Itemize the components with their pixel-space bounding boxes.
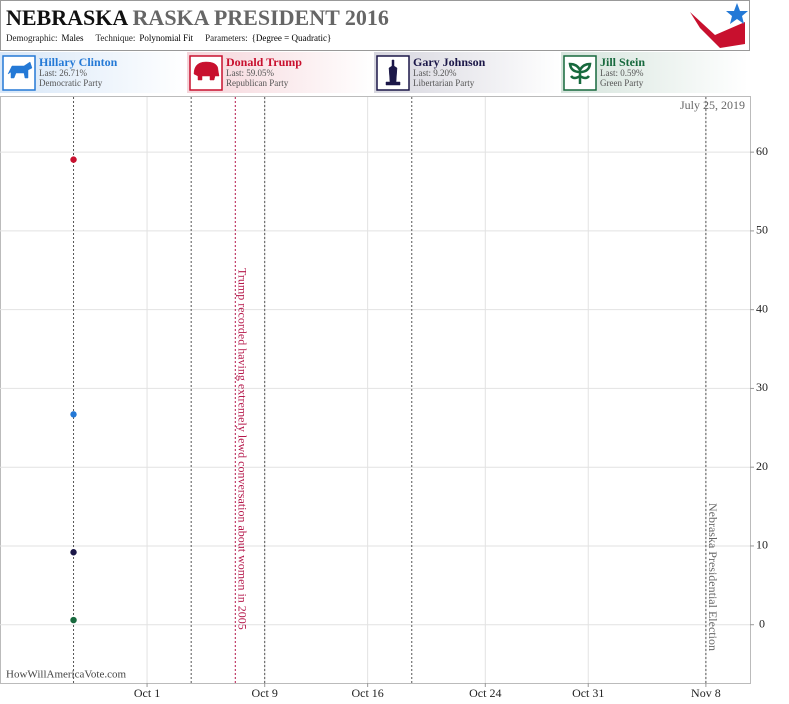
plot-frame: [0, 96, 751, 684]
candidate-name: Jill Stein: [600, 55, 645, 69]
subtitle-label: Technique:: [95, 33, 135, 43]
data-point: [70, 411, 77, 418]
y-tick-label: 30: [756, 380, 768, 394]
candidate-party: Democratic Party: [39, 78, 103, 88]
y-tick-label: 20: [756, 459, 768, 473]
candidate-last: Last: 0.59%: [600, 68, 644, 78]
x-tick-label: Oct 1: [134, 686, 160, 700]
subtitle: Demographic: Males Technique: Polynomial Fi…: [6, 33, 331, 43]
source-note: HowWillAmericaVote.com: [6, 669, 126, 681]
title-rest: RASKA PRESIDENT 2016: [133, 5, 389, 30]
y-tick-label: 0: [759, 616, 765, 630]
candidate-name: Donald Trump: [226, 55, 302, 69]
y-tick-label: 60: [756, 144, 768, 158]
event-annotation: Trump recorded having extremely lewd con…: [236, 268, 250, 630]
candidate-name: Gary Johnson: [413, 55, 486, 69]
x-tick-label: Oct 31: [572, 686, 604, 700]
data-point: [70, 549, 77, 556]
candidate-party: Libertarian Party: [413, 78, 475, 88]
subtitle-label: Parameters:: [205, 33, 247, 43]
candidate-party: Republican Party: [226, 78, 289, 88]
logo: [690, 3, 748, 48]
candidate-icon: [385, 59, 401, 86]
y-tick-label: 40: [756, 301, 768, 315]
candidate-icon: [193, 61, 220, 81]
subtitle-label: Demographic:: [6, 33, 57, 43]
date-note: July 25, 2019: [680, 98, 745, 112]
y-tick-label: 50: [756, 223, 768, 237]
candidate-last: Last: 26.71%: [39, 68, 87, 78]
subtitle-value: Polynomial Fit: [139, 33, 193, 43]
candidate-last: Last: 9.20%: [413, 68, 457, 78]
x-tick-label: Nov 8: [691, 686, 721, 700]
candidate-icon: [568, 62, 592, 84]
x-tick-label: Oct 24: [469, 686, 501, 700]
chart-title: NEBRASKA RASKA PRESIDENT 2016: [6, 5, 389, 30]
plot-area: 0 10 20 30 40 50 60 Oct 1 Oct 9 Oct 16 Oct 24 Oct 3…: [0, 97, 768, 700]
subtitle-value: Males: [61, 33, 83, 43]
data-point: [70, 616, 77, 624]
x-tick-label: Oct 16: [351, 686, 383, 700]
y-tick-label: 10: [756, 538, 768, 552]
candidate-icon: [7, 61, 33, 79]
candidate-last: Last: 59.05%: [226, 68, 274, 78]
data-point: [70, 156, 77, 163]
candidate-party: Green Party: [600, 78, 644, 88]
header-frame: [0, 0, 750, 51]
candidate-name: Hillary Clinton: [39, 55, 118, 69]
subtitle-line: Demographic: Males Technique: Polynomial Fi…: [6, 33, 331, 43]
subtitle-value: {Degree = Quadratic}: [252, 33, 332, 43]
event-annotation: Nebraska Presidential Election: [706, 503, 720, 651]
title-state: NEBRASKA: [6, 5, 128, 30]
x-tick-label: Oct 9: [252, 686, 278, 700]
